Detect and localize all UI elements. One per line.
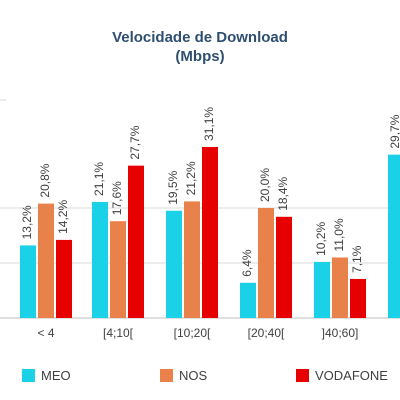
bar-vodafone-0 xyxy=(56,239,72,318)
chart-subtitle: (Mbps) xyxy=(175,48,225,65)
bar-meo-5 xyxy=(388,154,400,318)
data-label: 10,2% xyxy=(314,222,328,256)
bar-meo-0 xyxy=(20,245,36,318)
data-label: 21,2% xyxy=(184,161,198,195)
data-label: 18,4% xyxy=(276,176,290,210)
data-label: 14,2% xyxy=(56,200,70,234)
bar-meo-1 xyxy=(92,201,108,318)
category-label: < 4 xyxy=(37,326,54,340)
bar-nos-2 xyxy=(184,201,200,318)
legend-item-meo: MEO xyxy=(22,368,71,383)
legend: MEO NOS VODAFONE xyxy=(0,362,400,392)
data-label: 7,1% xyxy=(350,245,364,273)
bar-nos-1 xyxy=(110,221,126,318)
bar-meo-2 xyxy=(166,210,182,318)
category-label: [10;20[ xyxy=(174,326,211,340)
data-label: 29,7% xyxy=(388,114,400,148)
bar-nos-3 xyxy=(258,208,274,318)
data-label: 20,8% xyxy=(38,163,52,197)
bar-vodafone-2 xyxy=(202,146,218,318)
chart-title-block: Velocidade de Download (Mbps) xyxy=(0,28,400,66)
data-label: 11,0% xyxy=(332,218,346,251)
legend-swatch xyxy=(296,369,309,382)
bar-nos-4 xyxy=(332,257,348,318)
bar-nos-0 xyxy=(38,203,54,318)
category-label: [20;40[ xyxy=(248,326,285,340)
legend-swatch xyxy=(22,369,35,382)
bar-meo-4 xyxy=(314,261,330,318)
data-label: 20,0% xyxy=(258,168,272,202)
bar-vodafone-1 xyxy=(128,165,144,318)
legend-label: MEO xyxy=(41,368,71,383)
bar-vodafone-3 xyxy=(276,216,292,318)
legend-item-vodafone: VODAFONE xyxy=(296,368,388,383)
data-label: 31,1% xyxy=(202,107,216,141)
chart-title: Velocidade de Download xyxy=(112,29,288,46)
bar-meo-3 xyxy=(240,282,256,318)
legend-item-nos: NOS xyxy=(160,368,207,383)
legend-swatch xyxy=(160,369,173,382)
data-label: 19,5% xyxy=(166,170,180,204)
legend-label: VODAFONE xyxy=(315,368,388,383)
category-label: [4;10[ xyxy=(103,326,134,340)
data-label: 27,7% xyxy=(128,125,142,159)
legend-label: NOS xyxy=(179,368,208,383)
bar-chart: 13,2% 21,1% 19,5% 6,4% 10,2% 29,7% 20,8% 17,6% 2… xyxy=(0,99,400,340)
category-label: ]40;60] xyxy=(322,326,359,340)
data-label: 13,2% xyxy=(20,205,34,239)
data-label: 21,1% xyxy=(92,162,106,196)
data-label: 17,6% xyxy=(110,181,124,215)
bar-vodafone-4 xyxy=(350,278,366,318)
data-label: 6,4% xyxy=(240,249,254,277)
